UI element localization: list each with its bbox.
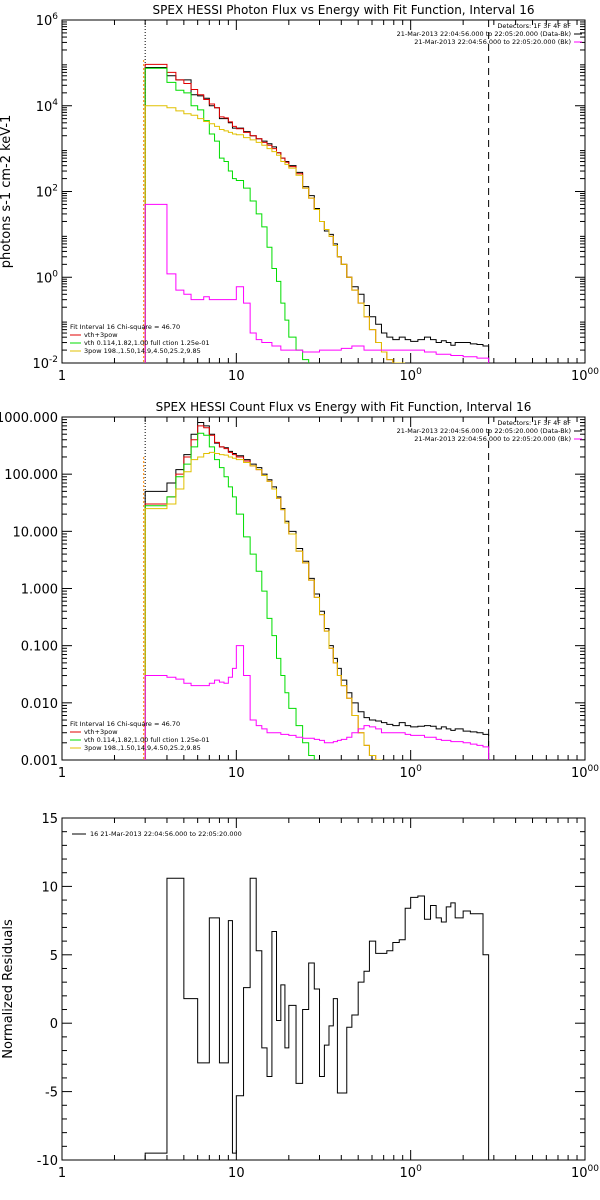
plot-frame	[61, 19, 586, 364]
legend-entry: vth 0.114,1.82,1.00 full ction 1.25e-01	[84, 736, 210, 744]
x-tick-label: 10	[228, 369, 245, 384]
y-tick-label: 100.000	[4, 468, 58, 483]
x-tick-label: 100	[400, 764, 423, 781]
series-group	[144, 422, 490, 760]
legend-entry: Detectors: 1F 3F 4F 8F	[497, 22, 571, 30]
series-group	[144, 63, 490, 363]
y-tick-label: 15	[41, 812, 58, 827]
legend-entry: 3pow 198.,1.50,14.9,4.50,25.2,9.85	[84, 347, 201, 355]
series-bk-line	[144, 203, 490, 363]
legend-entry: 21-Mar-2013 22:04:56.000 to 22:05:20.000…	[414, 435, 571, 443]
x-tick-label: 1	[58, 766, 66, 781]
legend-entry: Fit Interval 16 Chi-square = 46.70	[70, 720, 180, 728]
chart-title: SPEX HESSI Count Flux vs Energy with Fit…	[156, 400, 532, 414]
series-vth-line	[144, 432, 326, 760]
y-axis: 0.001 0.010 0.100 1.000 10.000 100.000 1000.00…	[0, 411, 585, 769]
y-tick-label: 104	[36, 98, 59, 115]
y-axis: 10-2 100 102 104 106	[32, 12, 585, 372]
y-axis: -10 -5 0 5 10 15	[37, 812, 585, 1169]
y-tick-label: 0.010	[21, 697, 58, 712]
series-group	[144, 877, 490, 1160]
legend-entry: vth+3pow	[84, 728, 118, 736]
legend-entry: vth+3pow	[84, 331, 118, 339]
y-axis-label: photons s-1 cm-2 keV-1	[0, 115, 14, 269]
count-flux-panel: SPEX HESSI Count Flux vs Energy with Fit…	[0, 400, 599, 781]
legend-bottom-left: Fit Interval 16 Chi-square = 46.70vth+3p…	[70, 720, 210, 752]
y-axis-label: Normalized Residuals	[1, 919, 16, 1059]
y-tick-label: 1.000	[21, 583, 58, 598]
legend-entry: Detectors: 1F 3F 4F 8F	[497, 419, 571, 427]
x-axis: 1 10 100 1000	[58, 818, 599, 1181]
x-tick-label: 1000	[571, 1164, 599, 1181]
plot-frame	[61, 817, 586, 1161]
photon-flux-panel: SPEX HESSI Photon Flux vs Energy with Fi…	[0, 3, 599, 384]
y-tick-label: 0.100	[21, 640, 58, 655]
legend-entry: 21-Mar-2013 22:04:56.000 to 22:05:20.000…	[397, 30, 571, 38]
chart-title: SPEX HESSI Photon Flux vs Energy with Fi…	[153, 3, 535, 17]
x-tick-label: 1000	[571, 764, 599, 781]
legend-entry: 3pow 198.,1.50,14.9,4.50,25.2,9.85	[84, 744, 201, 752]
series-16-line	[144, 877, 490, 1160]
plot-frame	[61, 416, 586, 761]
residuals-panel: 1 10 100 1000 -10 -5 0 5 10 15 Normalized Residual…	[1, 812, 599, 1181]
y-tick-label: -10	[37, 1154, 58, 1169]
y-tick-label: 0	[50, 1017, 58, 1032]
legend-bottom-left: Fit Interval 16 Chi-square = 46.70vth+3p…	[70, 323, 210, 355]
legend-entry: vth 0.114,1.82,1.00 full ction 1.25e-01	[84, 339, 210, 347]
x-tick-label: 10	[228, 766, 245, 781]
y-tick-label: 10-2	[32, 355, 58, 372]
x-tick-label: 100	[400, 1164, 423, 1181]
legend-top-left: 16 21-Mar-2013 22:04:56.000 to 22:05:20.…	[72, 830, 242, 838]
x-tick-label: 1	[58, 369, 66, 384]
y-tick-label: 0.001	[21, 754, 58, 769]
x-tick-label: 100	[400, 367, 423, 384]
y-tick-label: 106	[36, 12, 59, 29]
series-vth-line	[144, 67, 326, 363]
series-data-bk-line	[144, 67, 490, 363]
legend-entry: Fit Interval 16 Chi-square = 46.70	[70, 323, 180, 331]
y-tick-label: 102	[36, 184, 58, 201]
y-tick-label: 100	[36, 269, 59, 286]
y-tick-label: 10.000	[13, 525, 59, 540]
x-tick-label: 10	[228, 1166, 245, 1181]
series-3pow-line	[144, 451, 406, 760]
series-3pow-line	[144, 105, 406, 363]
y-tick-label: 10	[41, 880, 58, 895]
series-vth+3pow-line	[144, 63, 406, 363]
x-axis: 1 10 100 1000	[58, 417, 599, 781]
legend-entry: 21-Mar-2013 22:04:56.000 to 22:05:20.000…	[397, 427, 571, 435]
legend-entry: 21-Mar-2013 22:04:56.000 to 22:05:20.000…	[414, 38, 571, 46]
y-tick-label: 1000.000	[0, 411, 58, 426]
series-bk-line	[144, 645, 490, 760]
x-tick-label: 1000	[571, 367, 599, 384]
y-tick-label: 5	[50, 949, 58, 964]
series-data-bk-line	[144, 422, 490, 760]
x-axis: 1 10 100 1000	[58, 20, 599, 384]
x-tick-label: 1	[58, 1166, 66, 1181]
legend-entry: 16 21-Mar-2013 22:04:56.000 to 22:05:20.…	[90, 830, 242, 838]
y-tick-label: -5	[45, 1086, 58, 1101]
